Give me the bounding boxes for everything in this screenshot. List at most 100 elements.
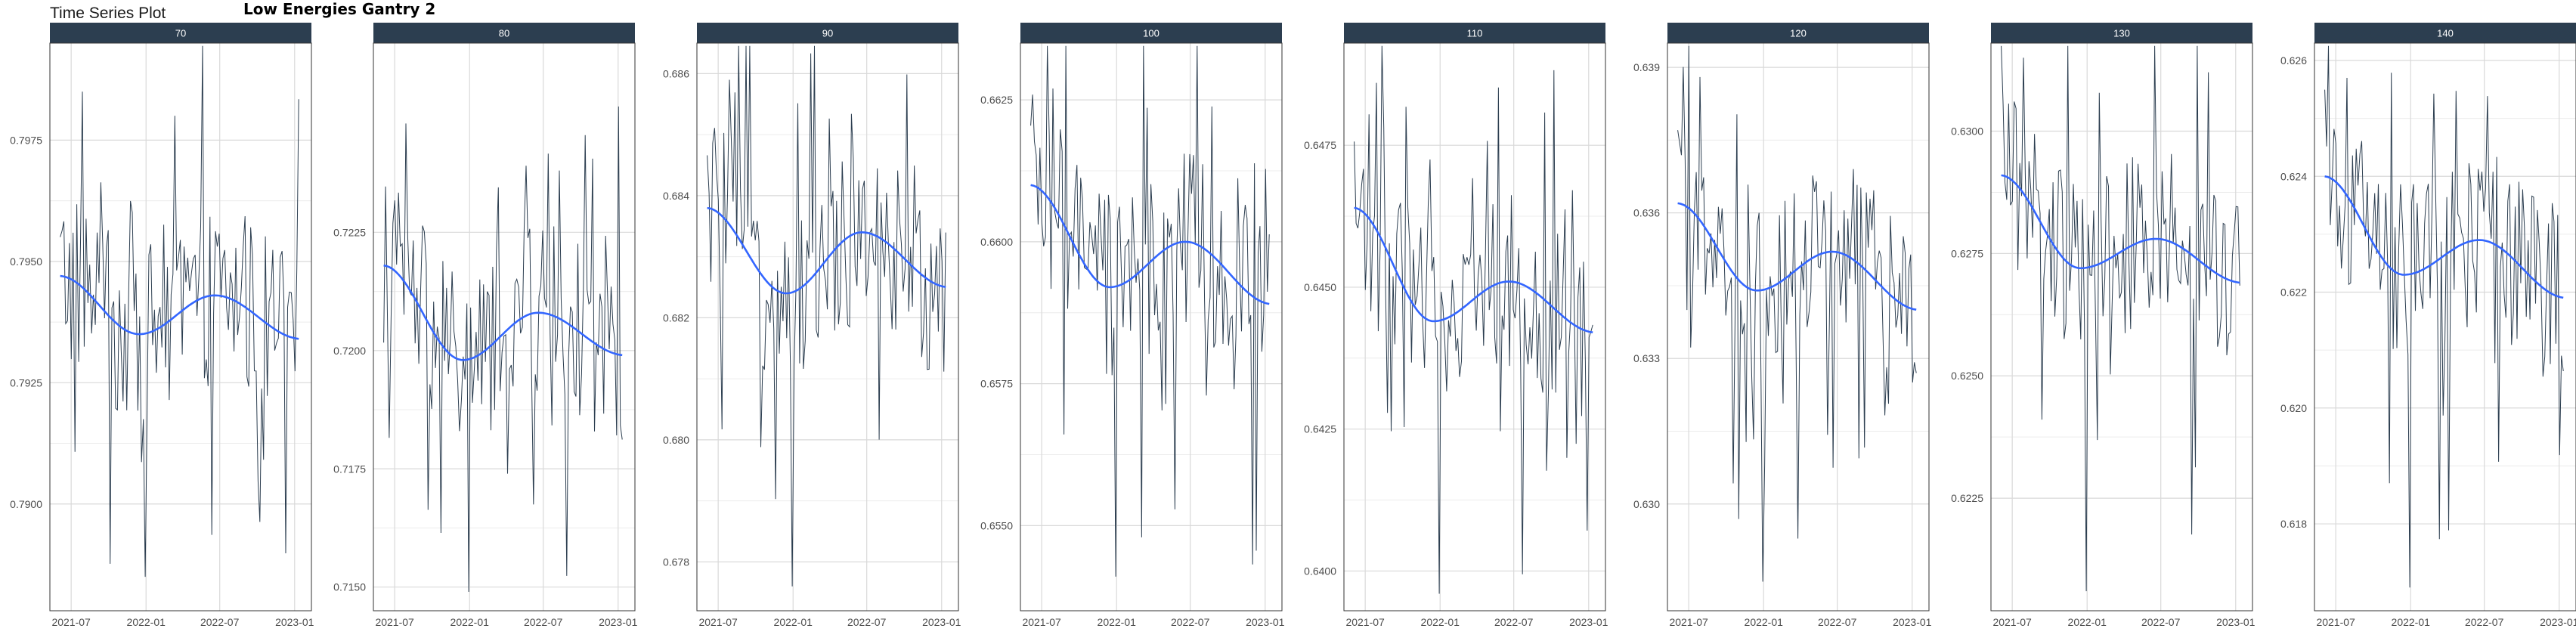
y-tick-label: 0.6300 xyxy=(1951,125,1983,138)
smooth-trend-line xyxy=(707,206,946,295)
x-tick-label: 2022-01 xyxy=(127,616,166,628)
facet-strip xyxy=(1667,23,1929,43)
facet-panel-120: 120 0.630 0.633 0.636 0.639 2021-07 2022-01 202… xyxy=(1633,23,1932,628)
facet-panel-110: 110 0.6400 0.6425 0.6450 0.6475 2021-07 2022-0… xyxy=(1304,23,1608,628)
panel-border xyxy=(1990,42,2253,611)
y-tick-label: 0.6550 xyxy=(980,519,1013,531)
x-tick-label: 2021-07 xyxy=(1669,616,1708,628)
facet-strip-label: 80 xyxy=(499,28,509,39)
y-tick-label: 0.7150 xyxy=(333,581,366,593)
y-tick-label: 0.639 xyxy=(1633,61,1660,73)
raw-series-line xyxy=(707,45,946,587)
panel-border xyxy=(49,42,312,611)
y-tick-label: 0.7900 xyxy=(10,498,42,510)
x-tick-label: 2022-07 xyxy=(1494,616,1534,628)
x-tick-label: 2023-01 xyxy=(1246,616,1285,628)
x-tick-label: 2021-07 xyxy=(1345,616,1385,628)
facet-strip-label: 70 xyxy=(175,28,186,39)
y-tick-label: 0.6275 xyxy=(1951,247,1983,259)
y-tick-label: 0.620 xyxy=(2280,402,2307,414)
panel-border xyxy=(1020,42,1283,611)
facet-panel-70: 70 0.7900 0.7925 0.7950 0.7975 2021-07 2022-01… xyxy=(10,23,314,628)
x-tick-label: 2022-07 xyxy=(524,616,563,628)
x-tick-label: 2023-01 xyxy=(2216,616,2256,628)
raw-series-line xyxy=(2324,45,2564,588)
y-tick-label: 0.622 xyxy=(2280,286,2307,299)
facet-strip xyxy=(2314,23,2576,43)
panel-border xyxy=(373,42,636,611)
x-tick-label: 2021-07 xyxy=(51,616,91,628)
y-tick-label: 0.7975 xyxy=(10,134,42,146)
raw-series-line xyxy=(60,45,299,577)
y-tick-label: 0.624 xyxy=(2280,170,2307,182)
panel-border xyxy=(1667,42,1930,611)
y-tick-label: 0.6600 xyxy=(980,236,1013,248)
facet-strip-label: 120 xyxy=(1790,28,1807,39)
x-tick-label: 2023-01 xyxy=(275,616,314,628)
facet-strip xyxy=(373,23,635,43)
panel-border xyxy=(696,42,959,611)
x-tick-label: 2023-01 xyxy=(1893,616,1932,628)
facet-panel-80: 80 0.7150 0.7175 0.7200 0.7225 2021-07 2022-01… xyxy=(333,23,638,628)
y-tick-label: 0.680 xyxy=(663,434,689,446)
facet-panel-100: 100 0.6550 0.6575 0.6600 0.6625 2021-07 2022-0… xyxy=(980,23,1285,628)
x-tick-label: 2021-07 xyxy=(1022,616,1061,628)
x-tick-label: 2022-01 xyxy=(450,616,490,628)
facet-panel-140: 140 0.618 0.620 0.622 0.624 0.626 2021-07 2022-… xyxy=(2280,23,2576,628)
x-tick-label: 2021-07 xyxy=(698,616,738,628)
y-tick-label: 0.6250 xyxy=(1951,370,1983,382)
x-tick-label: 2022-01 xyxy=(2068,616,2107,628)
y-tick-label: 0.6475 xyxy=(1304,139,1336,151)
y-tick-label: 0.6450 xyxy=(1304,281,1336,293)
x-tick-label: 2023-01 xyxy=(599,616,638,628)
y-tick-label: 0.633 xyxy=(1633,352,1660,364)
panel-border xyxy=(2314,42,2576,611)
x-tick-label: 2021-07 xyxy=(375,616,414,628)
x-tick-label: 2022-01 xyxy=(1098,616,1137,628)
facet-strip xyxy=(50,23,311,43)
facet-strip xyxy=(1344,23,1605,43)
raw-series-line xyxy=(1354,45,1593,594)
x-tick-label: 2022-07 xyxy=(1818,616,1857,628)
raw-series-line xyxy=(1030,45,1270,577)
y-tick-label: 0.6575 xyxy=(980,378,1013,390)
facet-strip xyxy=(1020,23,1282,43)
facet-strip-label: 130 xyxy=(2113,28,2130,39)
y-tick-label: 0.626 xyxy=(2280,54,2307,67)
x-tick-label: 2022-07 xyxy=(847,616,887,628)
x-tick-label: 2022-07 xyxy=(2465,616,2504,628)
raw-series-line xyxy=(2001,45,2240,592)
y-tick-label: 0.6425 xyxy=(1304,423,1336,435)
facet-panel-90: 90 0.678 0.680 0.682 0.684 0.686 2021-07 2022-0… xyxy=(663,23,961,628)
x-tick-label: 2021-07 xyxy=(2316,616,2355,628)
facet-strip xyxy=(697,23,958,43)
y-tick-label: 0.7925 xyxy=(10,376,42,389)
page-title: Time Series Plot xyxy=(50,5,166,22)
x-tick-label: 2023-01 xyxy=(2540,616,2576,628)
facet-panel-130: 130 0.6225 0.6250 0.6275 0.6300 2021-07 2022-0… xyxy=(1951,23,2256,628)
smooth-trend-line xyxy=(2001,174,2240,284)
x-tick-label: 2022-07 xyxy=(1171,616,1210,628)
y-tick-label: 0.682 xyxy=(663,311,689,324)
smooth-trend-line xyxy=(60,274,299,340)
y-tick-label: 0.7200 xyxy=(333,345,366,357)
raw-series-line xyxy=(1677,45,1917,582)
x-tick-label: 2022-07 xyxy=(2141,616,2181,628)
y-tick-label: 0.7175 xyxy=(333,463,366,475)
x-tick-label: 2022-07 xyxy=(200,616,240,628)
y-tick-label: 0.7950 xyxy=(10,255,42,268)
y-tick-label: 0.684 xyxy=(663,190,689,202)
smooth-trend-line xyxy=(1354,206,1593,333)
y-tick-label: 0.618 xyxy=(2280,518,2307,530)
smooth-trend-line xyxy=(1030,184,1270,305)
y-tick-label: 0.678 xyxy=(663,556,689,568)
raw-series-line xyxy=(383,106,623,593)
x-tick-label: 2022-01 xyxy=(774,616,813,628)
y-tick-label: 0.686 xyxy=(663,67,689,79)
x-tick-label: 2022-01 xyxy=(1421,616,1460,628)
y-tick-label: 0.6225 xyxy=(1951,492,1983,504)
x-tick-label: 2022-01 xyxy=(2392,616,2431,628)
facet-strip xyxy=(1991,23,2252,43)
y-tick-label: 0.6400 xyxy=(1304,565,1336,577)
